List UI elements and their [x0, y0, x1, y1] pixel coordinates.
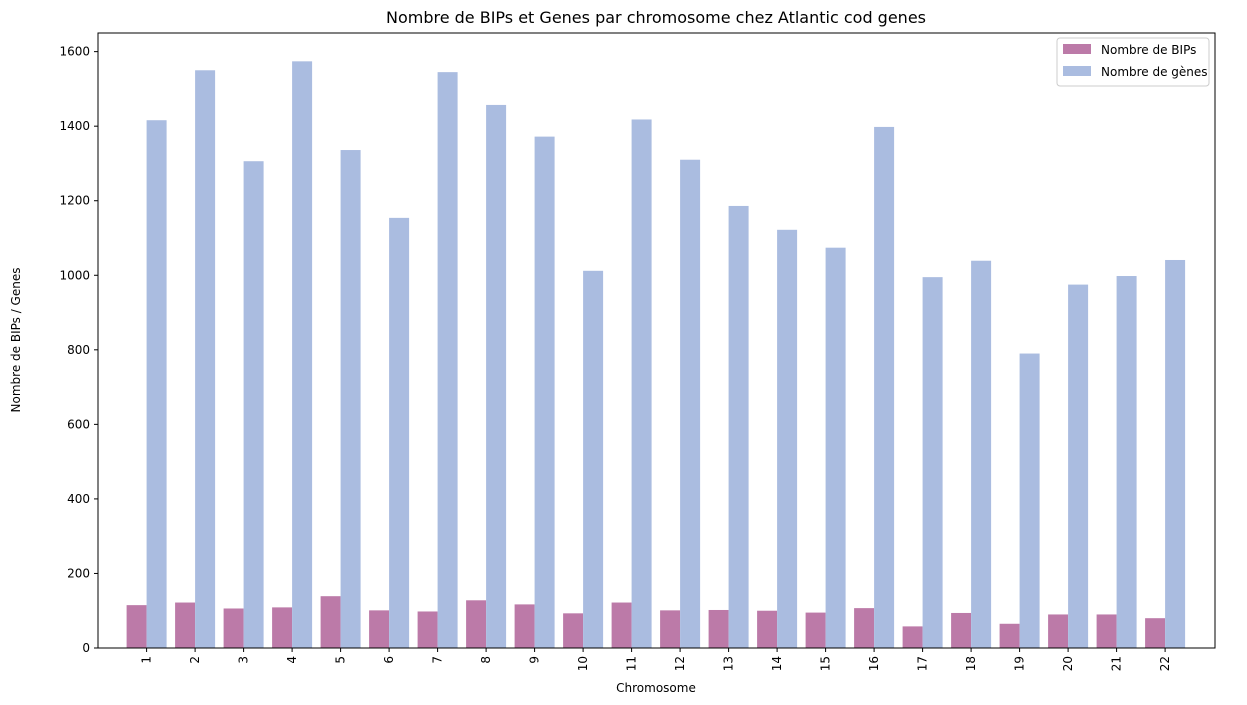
bar-genes-16	[874, 126, 895, 649]
x-tick-label: 20	[1061, 656, 1075, 671]
x-tick-label: 11	[625, 656, 639, 671]
bar-genes-8	[486, 104, 507, 649]
x-tick-label: 6	[382, 656, 396, 664]
bar-bips-9	[514, 604, 535, 648]
y-tick-label: 1200	[59, 194, 90, 208]
bar-bips-6	[369, 610, 390, 648]
y-axis-label: Nombre de BIPs / Genes	[9, 268, 23, 413]
x-tick-label: 12	[673, 656, 687, 671]
bar-bips-7	[417, 611, 438, 648]
x-tick-label: 13	[722, 656, 736, 671]
x-tick-label: 8	[479, 656, 493, 664]
x-tick-label: 18	[964, 656, 978, 671]
bar-bips-1	[126, 605, 147, 648]
bar-bips-13	[708, 609, 729, 648]
x-axis: 1 2 3 4 5 6 7 8 9 10 11 12 13 14 15 16 17 18 19 20 21 22	[140, 648, 1172, 671]
x-tick-label: 1	[140, 656, 154, 664]
x-tick-label: 10	[576, 656, 590, 671]
bar-bips-16	[854, 608, 875, 648]
chart-title: Nombre de BIPs et Genes par chromosome c…	[386, 8, 926, 27]
x-tick-label: 22	[1158, 656, 1172, 671]
bar-genes-2	[195, 70, 216, 649]
y-tick-label: 400	[67, 492, 90, 506]
bar-bips-5	[320, 596, 341, 648]
x-tick-label: 7	[431, 656, 445, 664]
bar-genes-10	[583, 270, 604, 648]
bar-genes-19	[1019, 353, 1040, 648]
x-tick-label: 5	[334, 656, 348, 664]
legend-swatch-genes	[1063, 66, 1091, 76]
bar-bips-3	[223, 608, 244, 648]
bar-bips-20	[1048, 614, 1069, 648]
bar-bips-19	[999, 623, 1020, 648]
bar-genes-14	[777, 229, 798, 649]
plot-frame	[97, 32, 1216, 649]
y-tick-label: 800	[67, 343, 90, 357]
x-tick-label: 15	[819, 656, 833, 671]
bar-bips-21	[1096, 614, 1117, 648]
x-tick-label: 14	[770, 656, 784, 671]
bar-genes-11	[631, 119, 652, 649]
bar-bips-2	[175, 602, 196, 648]
bar-bips-10	[563, 613, 584, 648]
bar-genes-18	[971, 260, 992, 648]
y-tick-label: 600	[67, 417, 90, 431]
bar-genes-12	[680, 159, 701, 648]
y-tick-label: 0	[82, 641, 90, 655]
y-tick-label: 200	[67, 566, 90, 580]
bar-genes-20	[1068, 284, 1089, 648]
bar-genes-13	[728, 205, 749, 649]
bar-bips-17	[902, 626, 923, 648]
bar-bips-18	[951, 612, 972, 648]
legend: Nombre de BIPs Nombre de gènes	[1056, 37, 1210, 87]
bar-bips-22	[1145, 618, 1166, 648]
x-tick-label: 19	[1013, 656, 1027, 671]
bar-genes-15	[825, 247, 846, 648]
x-axis-label: Chromosome	[616, 681, 696, 695]
bar-bips-15	[805, 612, 826, 648]
y-tick-label: 1000	[59, 268, 90, 282]
bar-bips-4	[272, 607, 293, 648]
bar-genes-1	[146, 120, 167, 648]
bar-genes-7	[437, 72, 458, 649]
x-tick-label: 21	[1110, 656, 1124, 671]
bar-genes-4	[292, 61, 313, 649]
legend-swatch-bips	[1063, 44, 1091, 54]
y-tick-label: 1400	[59, 119, 90, 133]
bar-genes-22	[1165, 259, 1186, 648]
bar-genes-21	[1116, 276, 1137, 648]
bar-bips-11	[611, 602, 632, 648]
bar-genes-6	[389, 217, 410, 648]
bar-genes-9	[534, 136, 555, 649]
bar-genes-17	[922, 277, 943, 648]
x-tick-label: 9	[528, 656, 542, 664]
bars-group	[126, 61, 1186, 649]
x-tick-label: 16	[867, 656, 881, 671]
x-tick-label: 3	[237, 656, 251, 664]
x-tick-label: 4	[285, 656, 299, 664]
bar-bips-8	[466, 600, 487, 648]
legend-label-genes: Nombre de gènes	[1101, 65, 1208, 79]
y-axis: 0 200 400 600 800 1000 1200 1400 1600	[59, 45, 98, 655]
x-tick-label: 2	[188, 656, 202, 664]
bar-genes-5	[340, 150, 361, 648]
legend-frame	[1056, 37, 1210, 87]
bar-bips-12	[660, 610, 681, 648]
bar-genes-3	[243, 161, 264, 648]
x-tick-label: 17	[916, 656, 930, 671]
y-tick-label: 1600	[59, 45, 90, 59]
legend-label-bips: Nombre de BIPs	[1101, 43, 1196, 57]
bar-bips-14	[757, 610, 778, 648]
